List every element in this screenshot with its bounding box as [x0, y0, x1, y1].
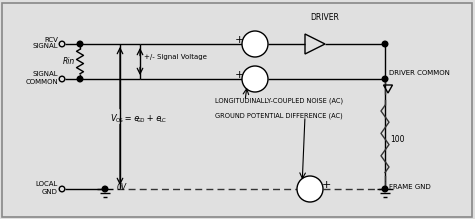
Text: Rin: Rin	[63, 57, 75, 66]
Text: +: +	[321, 180, 331, 190]
Text: + e: + e	[144, 114, 162, 123]
Text: SIGNAL
COMMON: SIGNAL COMMON	[25, 71, 58, 85]
Text: ~: ~	[250, 41, 260, 55]
Text: DRIVER COMMON: DRIVER COMMON	[389, 70, 450, 76]
Circle shape	[242, 31, 268, 57]
Text: ~: ~	[250, 76, 260, 90]
Text: DRIVER: DRIVER	[311, 13, 340, 22]
Text: LC: LC	[258, 72, 265, 77]
Circle shape	[59, 41, 65, 47]
Text: e: e	[250, 70, 256, 80]
Text: GD: GD	[313, 182, 322, 187]
Text: GROUND POTENTIAL DIFFERENCE (AC): GROUND POTENTIAL DIFFERENCE (AC)	[215, 113, 343, 119]
Text: 100: 100	[390, 134, 405, 143]
Text: +/- Signal Voltage: +/- Signal Voltage	[144, 55, 207, 60]
Circle shape	[59, 76, 65, 82]
Circle shape	[382, 186, 388, 192]
Text: 0V: 0V	[117, 182, 127, 191]
Circle shape	[77, 76, 83, 82]
Circle shape	[382, 76, 388, 82]
Text: LONGITUDINALLY-COUPLED NOISE (AC): LONGITUDINALLY-COUPLED NOISE (AC)	[215, 98, 343, 104]
Text: FRAME GND: FRAME GND	[389, 184, 431, 190]
Text: +: +	[234, 70, 244, 80]
Circle shape	[59, 186, 65, 192]
Text: V: V	[110, 114, 116, 123]
Circle shape	[77, 41, 83, 47]
Text: GD: GD	[137, 118, 145, 123]
Circle shape	[242, 66, 268, 92]
Text: LC: LC	[258, 37, 265, 42]
Circle shape	[297, 176, 323, 202]
Text: +: +	[234, 35, 244, 45]
Text: LOCAL
GND: LOCAL GND	[36, 182, 58, 194]
Text: e: e	[250, 35, 256, 45]
Circle shape	[102, 186, 108, 192]
Text: LC: LC	[160, 118, 167, 123]
Text: e: e	[305, 180, 311, 190]
Text: RCV
SIGNAL: RCV SIGNAL	[32, 37, 58, 49]
Text: = e: = e	[122, 114, 139, 123]
Circle shape	[382, 41, 388, 47]
Text: ~: ~	[305, 187, 315, 200]
Text: OS: OS	[115, 118, 123, 123]
